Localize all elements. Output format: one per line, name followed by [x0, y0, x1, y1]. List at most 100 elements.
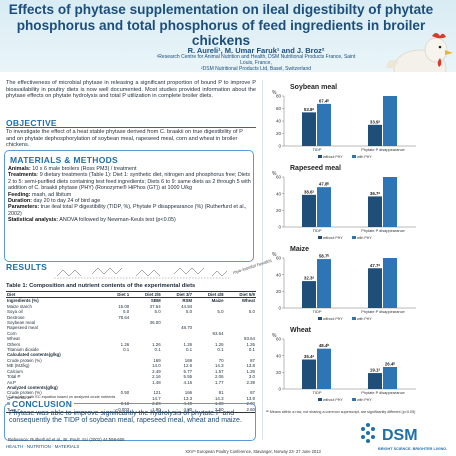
y-tick-label: 60: [276, 337, 282, 342]
table-header-cell: Diet 5/9: [224, 290, 256, 299]
chart-wheat: Wheat 0 20 40 60% 35.4ᵃ 48.4ᵇ TIDP 19.1ᵃ 26.4ᵇ Ph…: [266, 327, 452, 407]
objective-text: To investigate the effect of a heat stab…: [6, 129, 243, 149]
chart-title: Wheat: [290, 327, 311, 334]
methods-list: Animals: 10 x 6 male broilers (Ross PM3)…: [8, 166, 252, 224]
legend-swatch: [318, 236, 322, 239]
y-axis-label: %: [272, 90, 277, 96]
table-row: Soya oil 5.0 5.0 5.0 5.0 5.0: [6, 309, 256, 314]
table-cell: 13.8: [246, 363, 255, 369]
y-tick-label: 60: [276, 256, 282, 261]
table-cell: Others: [7, 341, 21, 347]
table-cell: 48.70: [181, 325, 193, 331]
table-cell: 14.7: [152, 395, 161, 401]
table-cell: 14.0: [152, 363, 161, 369]
chart-footnote: ᵃᵇ Means within a row, not sharing a com…: [266, 410, 416, 414]
table-cell: 93.64: [244, 336, 255, 342]
method-item-statistics: Statistical analysis: ANOVA followed by …: [8, 217, 176, 224]
table-cell: 37.64: [149, 303, 161, 309]
conference-line: XXVᵗʰ European Poultry Conference, Stava…: [185, 449, 321, 454]
x-tick-label: TIDP: [313, 390, 322, 395]
x-tick-label: Phytate P disappearance: [361, 309, 404, 314]
table-cell: 5.0: [248, 309, 255, 315]
table-cell: 3.0: [248, 374, 255, 380]
table-cell: 0.1: [248, 347, 255, 353]
composition-table: Diet Diet 1 Diet 2/6 Diet 3/7 Diet 4/8 D…: [6, 290, 256, 413]
table-cell: Rapeseed meal: [7, 325, 38, 331]
data-label: 26.4ᵇ: [385, 362, 396, 367]
poster-title: Effects of phytase supplementation on il…: [8, 2, 434, 48]
bar: [302, 359, 316, 389]
bar: [302, 281, 316, 308]
bar: [317, 259, 331, 308]
y-tick-label: 60: [276, 106, 282, 111]
legend-swatch: [352, 398, 356, 401]
table-cell: 2.06: [214, 374, 224, 380]
poster-header: [0, 0, 456, 72]
table-cell: Calculated contents(g/kg): [7, 352, 61, 358]
x-tick-label: TIDP: [313, 147, 322, 152]
x-tick-label: TIDP: [313, 309, 322, 314]
table-cell: 78.64: [118, 314, 130, 320]
table-cell: 1.48: [152, 379, 161, 385]
chart-title: Rapeseed meal: [290, 165, 341, 172]
table-row: GE (MJ/kg)* 14.7 13.3 14.3 13.9: [6, 396, 256, 401]
bar: [383, 96, 397, 146]
table-row: Total P 2.16 5.55 2.06 3.0: [6, 374, 256, 379]
table-cell: 0.1: [123, 347, 130, 353]
table-row: Crude protein (%) 169 169 70 87: [6, 358, 256, 363]
table-cell: 2.49: [152, 368, 161, 374]
table-cell: 87: [250, 390, 255, 396]
table-cell: 2.50: [214, 406, 224, 412]
data-label: 36.7ᵃ: [370, 191, 381, 196]
methods-box: [4, 150, 254, 262]
data-label: 32.3ᵃ: [304, 276, 315, 281]
y-tick-label: 20: [276, 289, 282, 294]
y-tick-label: 20: [276, 208, 282, 213]
table-cell: 1.77: [214, 379, 224, 385]
table-row: Total P 0.003 1.90 4.80 2.50 2.60: [6, 407, 256, 413]
table-cell: 0.1: [217, 347, 224, 353]
bar: [317, 103, 331, 146]
y-axis-label: %: [272, 333, 277, 339]
data-label: 67.4ᵇ: [319, 98, 330, 103]
table-header-row: Diet Diet 1 Diet 2/6 Diet 3/7 Diet 4/8 D…: [6, 290, 256, 299]
table-cell: Crude protein (%): [7, 390, 42, 396]
table-cell: 12.6: [183, 363, 193, 369]
dsm-logo-text: DSM: [382, 427, 418, 444]
table-cell: 15.00: [118, 303, 130, 309]
table-cell: 169: [184, 357, 193, 363]
table-row: Maize starch 15.00 37.64 44.94: [6, 304, 256, 309]
table-cell: 1.26: [246, 341, 255, 347]
conclusion-text: Phytase was able to improve significantl…: [9, 410, 242, 425]
bar: [383, 177, 397, 227]
table-note: * Calculated with EC equation based on a…: [6, 395, 116, 399]
table-cell: 4.16: [183, 379, 193, 385]
legend-swatch: [352, 317, 356, 320]
method-item-parameters: Parameters: true ileal total P digestibi…: [8, 204, 247, 217]
table-cell: Soya oil: [7, 309, 23, 315]
bar: [302, 194, 316, 227]
table-row: Calculated contents(g/kg): [6, 352, 256, 357]
table-cell: Ingredients (%): [7, 298, 39, 304]
bar: [368, 268, 382, 308]
chart-title: Maize: [290, 246, 310, 253]
data-label: 48.4ᵇ: [319, 343, 330, 348]
table-header-cell: Diet 4/8: [193, 290, 225, 299]
objective-rule: [6, 127, 256, 128]
table-cell: Titanium dioxide: [7, 347, 39, 353]
table-header-cell: Diet 3/7: [161, 290, 194, 299]
y-axis-label: %: [272, 252, 277, 258]
table-cell: 70: [218, 357, 224, 363]
dsm-tagline: BRIGHT SCIENCE. BRIGHTER LIVING.: [378, 447, 448, 451]
table-row: Corn 93.64: [6, 331, 256, 336]
table-cell: GE (MJ/kg)*: [6, 396, 105, 401]
table-cell: Maize starch: [7, 303, 32, 309]
legend-swatch: [318, 155, 322, 158]
table-cell: RSM: [182, 298, 193, 304]
table-row: Analyzed contents(g/kg): [6, 385, 256, 390]
table-cell: 169: [153, 357, 161, 363]
table-cell: Soybean meal: [7, 320, 36, 326]
data-label: 47.7ᵃ: [370, 263, 381, 268]
methods-heading: MATERIALS & METHODS: [10, 155, 119, 165]
table-cell: Wheat: [241, 298, 255, 304]
